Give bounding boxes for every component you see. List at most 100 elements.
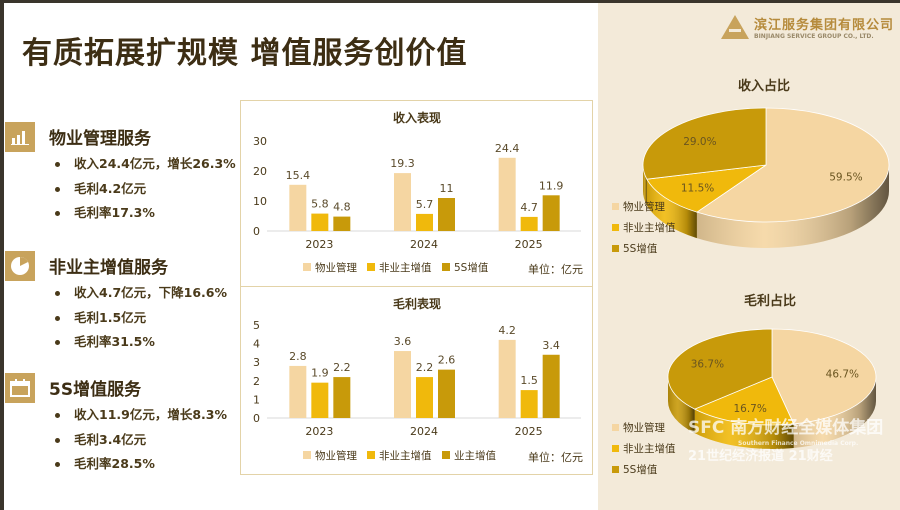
logo-cn: 滨江服务集团有限公司	[754, 18, 895, 33]
bar-非业主增值	[416, 377, 433, 418]
legend-label: 物业管理	[623, 200, 665, 213]
data-label: 11.9	[539, 179, 564, 192]
bar-业主增值	[333, 377, 351, 418]
data-label: 4.7	[520, 201, 538, 214]
y-tick-label: 0	[253, 412, 260, 425]
bar-物业管理	[394, 351, 411, 418]
bullet: 毛利率28.5%	[53, 452, 227, 477]
bar-业主增值	[438, 369, 455, 418]
y-tick-label: 4	[253, 338, 260, 351]
data-label: 3.4	[542, 339, 560, 352]
legend-label: 非业主增值	[379, 449, 432, 462]
legend-label: 5S增值	[623, 463, 658, 476]
y-tick-label: 0	[253, 225, 260, 238]
legend-swatch	[442, 451, 450, 459]
left-border	[0, 0, 4, 510]
legend-label: 5S增值	[454, 261, 489, 274]
pie-value-label: 11.5%	[681, 182, 714, 194]
data-label: 2.8	[289, 350, 307, 363]
unit-label: 单位：亿元	[528, 262, 583, 276]
bullet: 收入11.9亿元，增长8.3%	[53, 403, 227, 428]
gross-profit-bar-chart: 毛利表现 0 1 2 3 4 5 2023 2.8 1.9 2.2 2024 3.6 2.2 2.6 2025…	[240, 286, 593, 475]
data-label: 11	[440, 182, 454, 195]
section-title: 物业管理服务	[49, 129, 151, 149]
legend-swatch	[612, 224, 619, 231]
pie-slice-物业管理	[695, 107, 890, 223]
pie-title: 毛利占比	[744, 293, 796, 309]
bar-chart-icon	[5, 122, 35, 152]
bar-非业主增值	[416, 213, 433, 231]
data-label: 1.9	[311, 367, 329, 380]
bar-物业管理	[289, 365, 307, 418]
calendar-icon	[5, 373, 35, 403]
pie-charts: 收入占比59.5%11.5%29.0%物业管理非业主增值5S增值毛利占比46.7…	[612, 78, 890, 476]
bar-5S增值	[438, 198, 455, 231]
x-tick-label: 2025	[515, 238, 543, 251]
legend-label: 业主增值	[454, 449, 496, 462]
legend-label: 5S增值	[623, 242, 658, 255]
watermark-line1: SFC 南方财经全媒体集团	[688, 418, 884, 438]
y-tick-label: 3	[253, 356, 260, 369]
chart-title: 毛利表现	[393, 296, 441, 311]
legend-label: 非业主增值	[379, 261, 432, 274]
x-tick-label: 2024	[410, 238, 438, 251]
bullet: 毛利4.2亿元	[53, 177, 236, 202]
bar-非业主增值	[520, 390, 538, 418]
pie-value-label: 46.7%	[826, 369, 859, 381]
legend-swatch	[303, 263, 311, 271]
pie-slice-非业主增值	[693, 376, 795, 426]
y-tick-label: 5	[253, 319, 260, 332]
pie-side-shade	[793, 377, 876, 448]
company-logo: 滨江服务集团有限公司 BINJIANG SERVICE GROUP CO., L…	[720, 14, 894, 40]
bullet: 收入24.4亿元，增长26.3%	[53, 152, 236, 177]
pie-slice-5S增值	[642, 107, 767, 180]
bar-非业主增值	[520, 216, 538, 231]
bar-业主增值	[542, 354, 560, 418]
bar-物业管理	[394, 173, 411, 231]
pie-slice-物业管理	[771, 328, 877, 425]
pie-side-shade	[694, 409, 794, 449]
bullet: 收入4.7亿元，下降16.6%	[53, 281, 227, 306]
legend-swatch	[367, 263, 375, 271]
legend-label: 非业主增值	[623, 442, 676, 455]
data-label: 5.8	[311, 198, 329, 211]
legend-swatch	[367, 451, 375, 459]
legend-swatch	[612, 445, 619, 452]
watermark-line2: Southern Finance Omnimedia Corp.	[738, 440, 859, 447]
bar-5S增值	[542, 195, 560, 231]
legend-swatch	[303, 451, 311, 459]
y-tick-label: 30	[253, 135, 267, 148]
pie-side-shade	[696, 165, 889, 248]
y-tick-label: 1	[253, 393, 260, 406]
data-label: 19.3	[390, 157, 415, 170]
bar-物业管理	[289, 184, 307, 231]
y-tick-label: 2	[253, 375, 260, 388]
bullet: 毛利3.4亿元	[53, 428, 227, 453]
pie-value-label: 36.7%	[691, 359, 724, 371]
section-title: 非业主增值服务	[49, 258, 168, 278]
logo-triangle-icon	[721, 15, 749, 39]
data-label: 4.2	[498, 324, 515, 337]
pie-slice-5S增值	[667, 328, 773, 410]
data-label: 2.6	[438, 354, 456, 367]
page-title: 有质拓展扩规模 增值服务创价值	[22, 36, 468, 71]
legend-label: 物业管理	[315, 449, 357, 462]
pie-side-shade	[643, 165, 647, 206]
pie-side-shade	[668, 377, 695, 434]
unit-label: 单位：亿元	[528, 450, 583, 464]
watermark-line3: 21世纪经济报道 21财经	[688, 449, 833, 464]
bullet: 毛利率17.3%	[53, 201, 236, 226]
x-tick-label: 2024	[410, 425, 438, 438]
legend-label: 物业管理	[315, 261, 357, 274]
bar-5S增值	[333, 216, 351, 231]
legend-swatch	[612, 245, 619, 252]
legend-label: 物业管理	[623, 421, 665, 434]
section-title: 5S增值服务	[49, 380, 142, 400]
pie-value-label: 29.0%	[683, 136, 716, 148]
y-tick-label: 20	[253, 165, 267, 178]
data-label: 4.8	[333, 201, 351, 214]
bar-物业管理	[498, 157, 516, 231]
legend-swatch	[612, 466, 619, 473]
pie-slice-非业主增值	[646, 164, 767, 213]
data-label: 3.6	[394, 335, 412, 348]
